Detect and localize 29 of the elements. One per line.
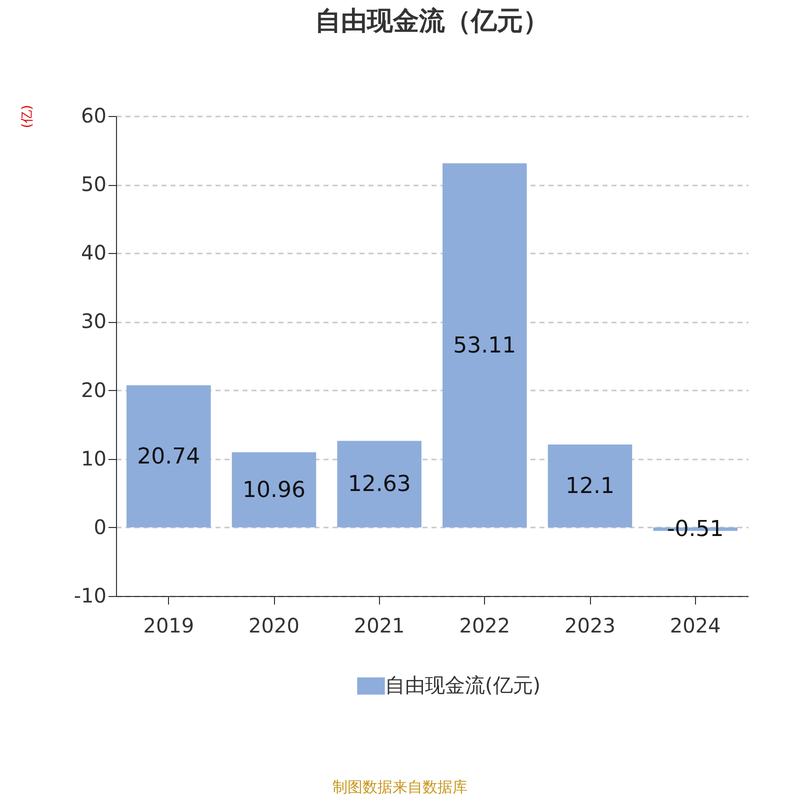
data-label: 53.11: [453, 333, 516, 358]
bar: [548, 444, 632, 528]
x-tick-label: 2021: [354, 614, 405, 638]
bar: [337, 440, 422, 528]
data-label: 10.96: [242, 478, 306, 503]
bar: [126, 385, 211, 528]
y-tick-label: -10: [74, 584, 106, 608]
bar: [232, 452, 316, 528]
data-label: -0.51: [666, 517, 724, 542]
data-label: 12.63: [348, 472, 411, 498]
data-label: 12.1: [566, 474, 614, 499]
data-label: 20.74: [137, 444, 200, 470]
text: 制图数据来自数据库: [332, 778, 468, 797]
legend-label: 自由现金流(亿元): [385, 673, 541, 697]
y-axis-title: (亿): [20, 104, 35, 128]
x-tick-label: 2019: [143, 614, 194, 638]
x-tick-label: 2023: [564, 614, 616, 638]
y-tick-label: 50: [81, 172, 106, 196]
y-tick-label: 10: [81, 446, 106, 470]
bar: [442, 163, 527, 528]
y-tick-label: 40: [81, 240, 106, 265]
y-tick-label: 30: [81, 309, 106, 334]
x-tick-label: 2020: [248, 614, 300, 638]
y-tick-label: 0: [94, 514, 106, 539]
x-tick-label: 2024: [670, 614, 721, 638]
chart-title: 自由现金流（亿元）: [315, 6, 549, 36]
x-tick-label: 2022: [459, 614, 510, 638]
y-tick-label: 20: [81, 378, 106, 402]
y-tick-label: 60: [81, 104, 106, 128]
